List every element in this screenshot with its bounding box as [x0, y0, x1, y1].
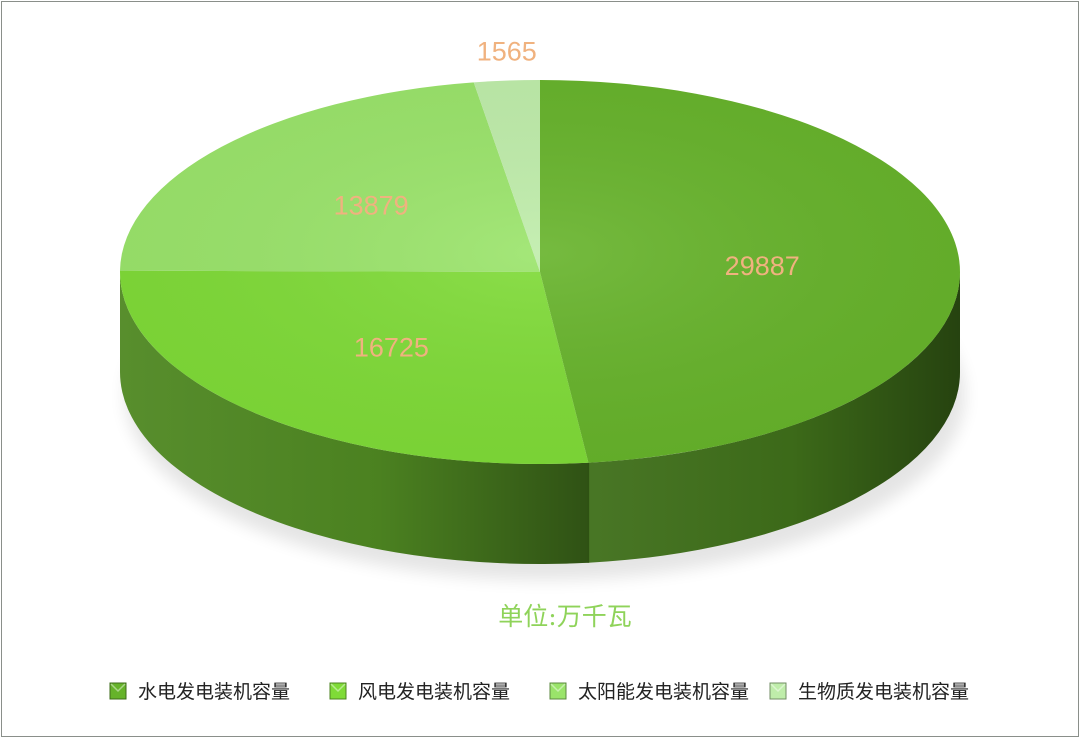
unit-label: 单位:万千瓦	[498, 602, 631, 631]
data-label-2: 13879	[334, 191, 409, 221]
legend-swatch-bevel-0	[110, 683, 126, 693]
legend-swatch-2	[549, 682, 567, 700]
legend-label-1: 风电发电装机容量	[358, 681, 510, 703]
legend-swatch-bevel-2	[550, 683, 566, 693]
legend: 水电发电装机容量 风电发电装机容量 太阳能发电装机容量 生物质发电装机容量	[109, 681, 969, 703]
legend-item-3[interactable]: 生物质发电装机容量	[769, 681, 969, 703]
legend-swatch-bevel-3	[770, 683, 786, 693]
legend-label-2: 太阳能发电装机容量	[578, 681, 749, 703]
data-label-1: 16725	[354, 333, 429, 363]
legend-item-0[interactable]: 水电发电装机容量	[109, 681, 290, 703]
legend-swatch-1	[329, 682, 347, 700]
slice-side-shade-1	[120, 272, 589, 564]
legend-item-2[interactable]: 太阳能发电装机容量	[549, 681, 749, 703]
legend-swatch-3	[769, 682, 787, 700]
legend-swatch-bevel-1	[330, 683, 346, 693]
slice-side-shade-0	[588, 272, 961, 563]
legend-swatch-0	[109, 682, 127, 700]
legend-item-1[interactable]: 风电发电装机容量	[329, 681, 510, 703]
legend-label-3: 生物质发电装机容量	[798, 681, 969, 703]
data-label-0: 29887	[725, 251, 800, 281]
data-label-3: 1565	[477, 37, 537, 67]
pie-top-shade	[120, 80, 960, 464]
legend-label-0: 水电发电装机容量	[138, 681, 290, 703]
